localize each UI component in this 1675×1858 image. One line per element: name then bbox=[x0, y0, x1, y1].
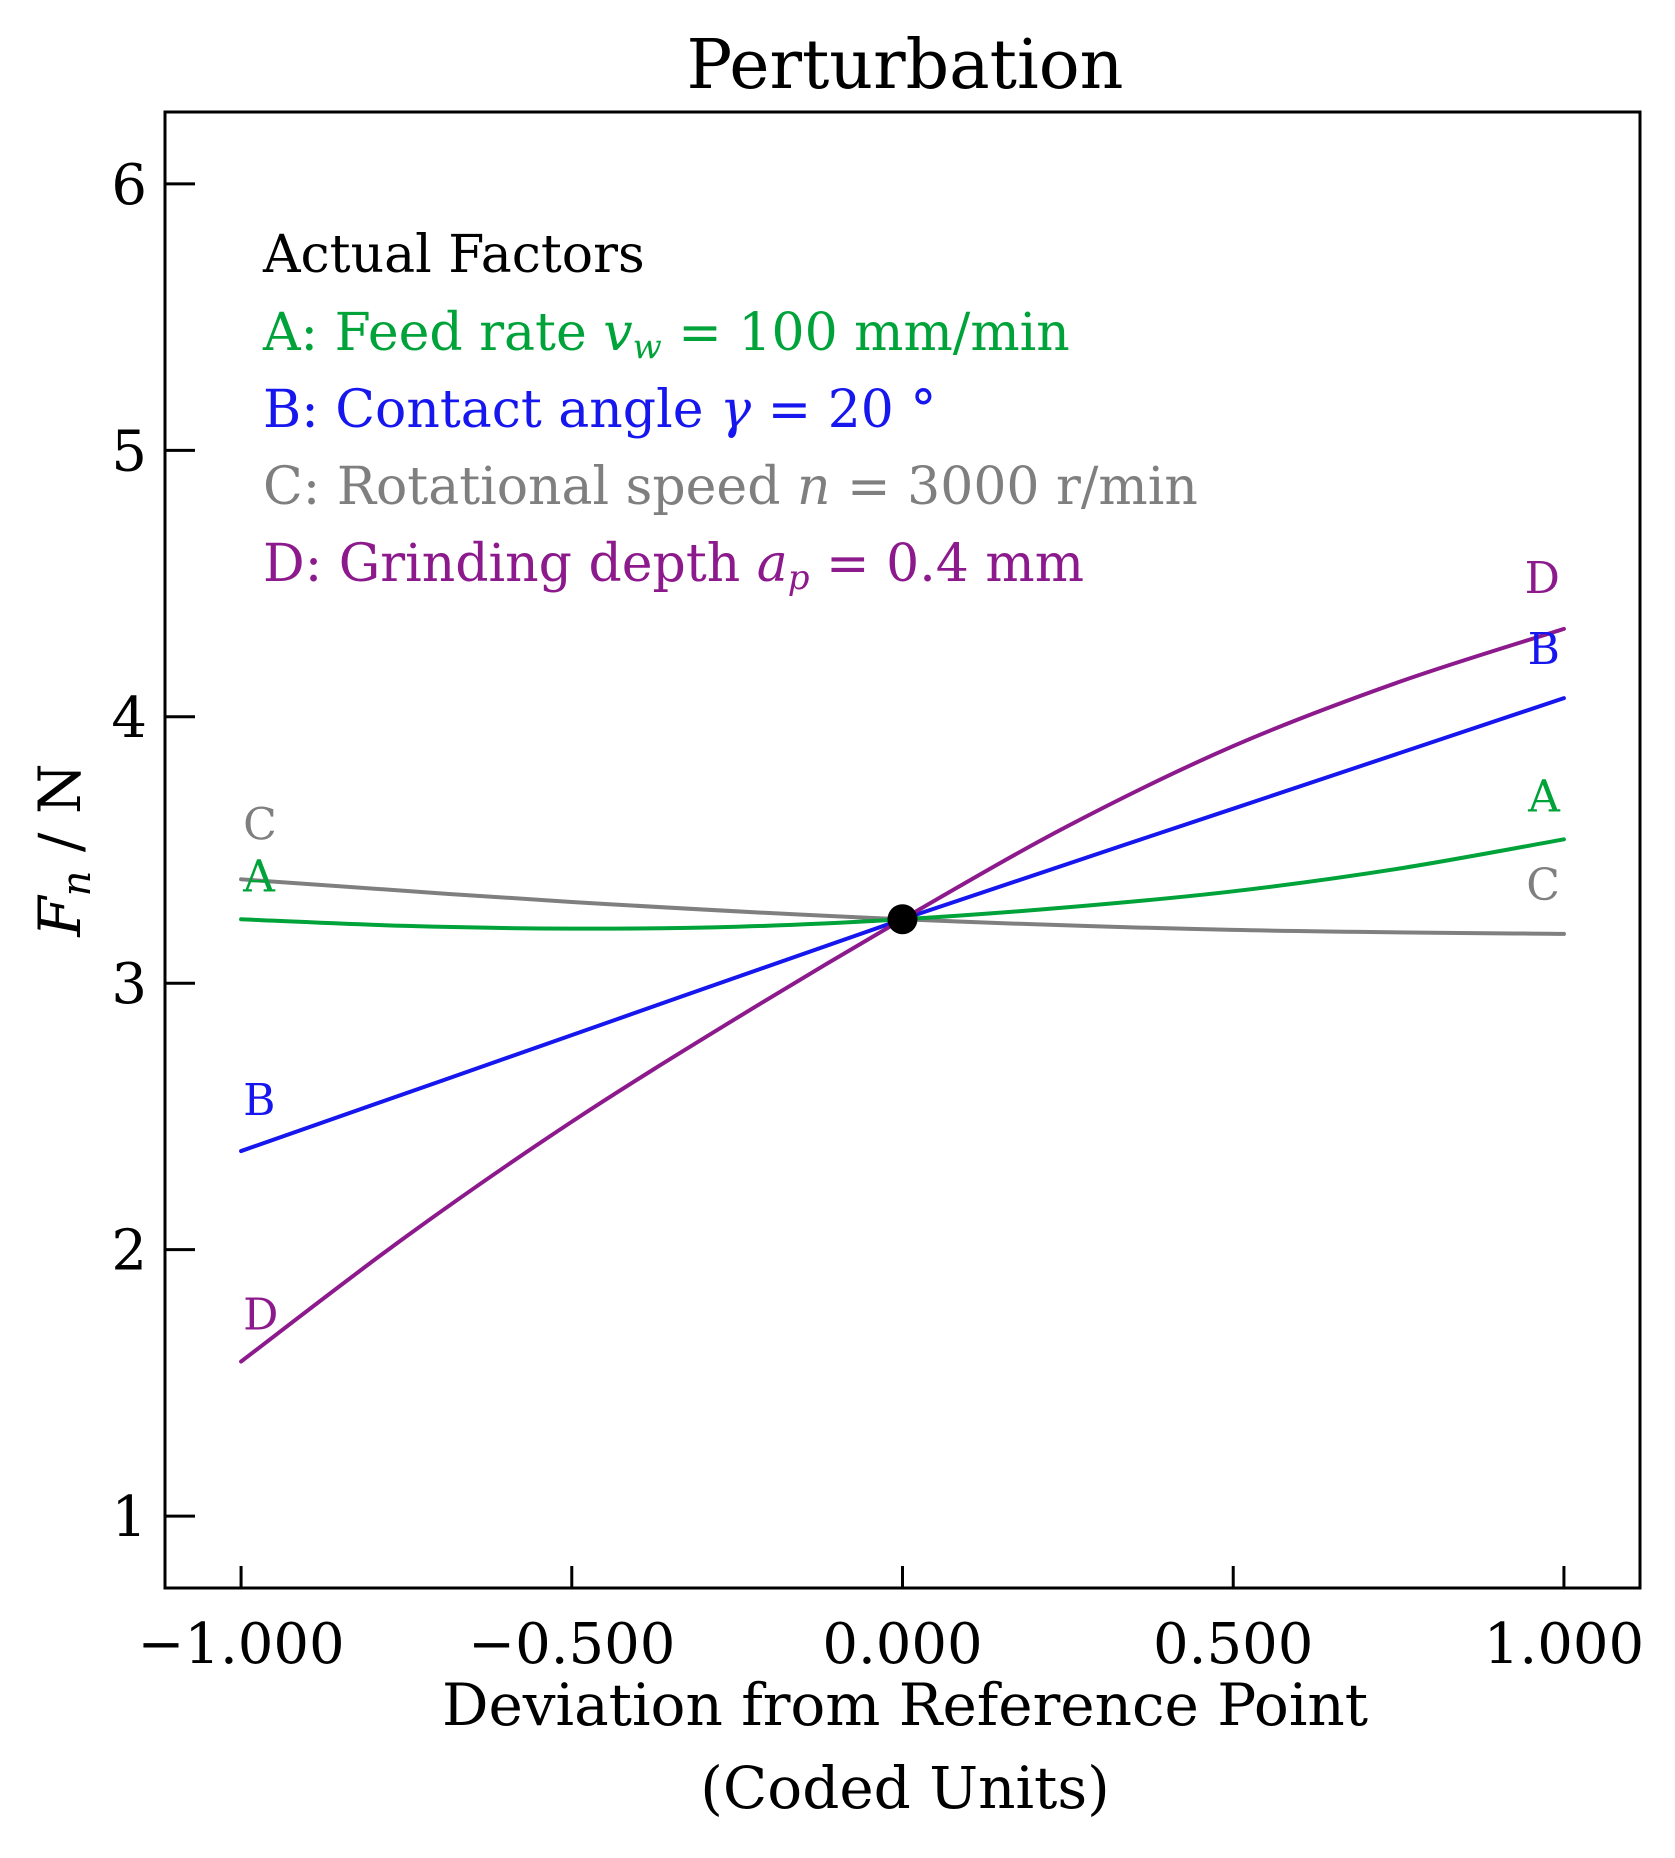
legend: Actual Factors A: Feed rate vw = 100 mm/… bbox=[262, 225, 1198, 598]
x-tick-label: −0.500 bbox=[468, 1612, 675, 1677]
x-axis-label: Deviation from Reference Point bbox=[442, 1671, 1368, 1739]
legend-entry-d: D: Grinding depth ap = 0.4 mm bbox=[263, 534, 1084, 598]
series-lines bbox=[239, 626, 1566, 1364]
series-end-label-left-a: A bbox=[242, 851, 276, 902]
series-end-label-right-b: B bbox=[1528, 624, 1560, 675]
x-axis-ticks: −1.000 −0.500 0.000 0.500 1.000 bbox=[137, 1566, 1644, 1677]
series-end-labels: A A B B C C D D bbox=[242, 553, 1561, 1341]
x-tick-label: 1.000 bbox=[1484, 1612, 1644, 1677]
x-tick-label: 0.500 bbox=[1153, 1612, 1313, 1677]
y-tick-label: 1 bbox=[111, 1485, 147, 1550]
x-axis-label-units: (Coded Units) bbox=[700, 1754, 1109, 1822]
x-tick-label: −1.000 bbox=[137, 1612, 344, 1677]
legend-entry-b: B: Contact angle γ = 20 ° bbox=[263, 380, 936, 440]
y-axis-label-subscript: n bbox=[54, 871, 100, 897]
series-end-label-left-d: D bbox=[243, 1290, 278, 1341]
series-end-label-left-b: B bbox=[243, 1075, 275, 1126]
legend-entry-a: A: Feed rate vw = 100 mm/min bbox=[262, 303, 1070, 367]
series-end-label-right-c: C bbox=[1526, 860, 1560, 911]
series-end-label-left-c: C bbox=[243, 799, 277, 850]
y-tick-label: 4 bbox=[111, 686, 147, 751]
series-line-d bbox=[239, 626, 1566, 1364]
x-tick-label: 0.000 bbox=[822, 1612, 982, 1677]
reference-point-marker bbox=[887, 904, 918, 935]
y-tick-label: 2 bbox=[111, 1219, 147, 1284]
series-end-label-right-a: A bbox=[1527, 771, 1561, 822]
y-axis-label-unit: / N bbox=[26, 763, 94, 870]
y-tick-label: 3 bbox=[111, 952, 147, 1017]
y-axis-label-symbol: F bbox=[26, 895, 94, 938]
legend-entry-c: C: Rotational speed n = 3000 r/min bbox=[263, 457, 1198, 517]
legend-entries: A: Feed rate vw = 100 mm/min B: Contact a… bbox=[262, 303, 1198, 598]
y-axis-ticks: 1 2 3 4 5 6 bbox=[111, 153, 195, 1550]
legend-title: Actual Factors bbox=[262, 225, 645, 285]
y-axis-label: Fn / N bbox=[26, 763, 100, 937]
series-end-label-right-d: D bbox=[1525, 553, 1560, 604]
chart-title: Perturbation bbox=[687, 26, 1124, 105]
y-tick-label: 6 bbox=[111, 153, 147, 218]
y-tick-label: 5 bbox=[111, 419, 147, 484]
